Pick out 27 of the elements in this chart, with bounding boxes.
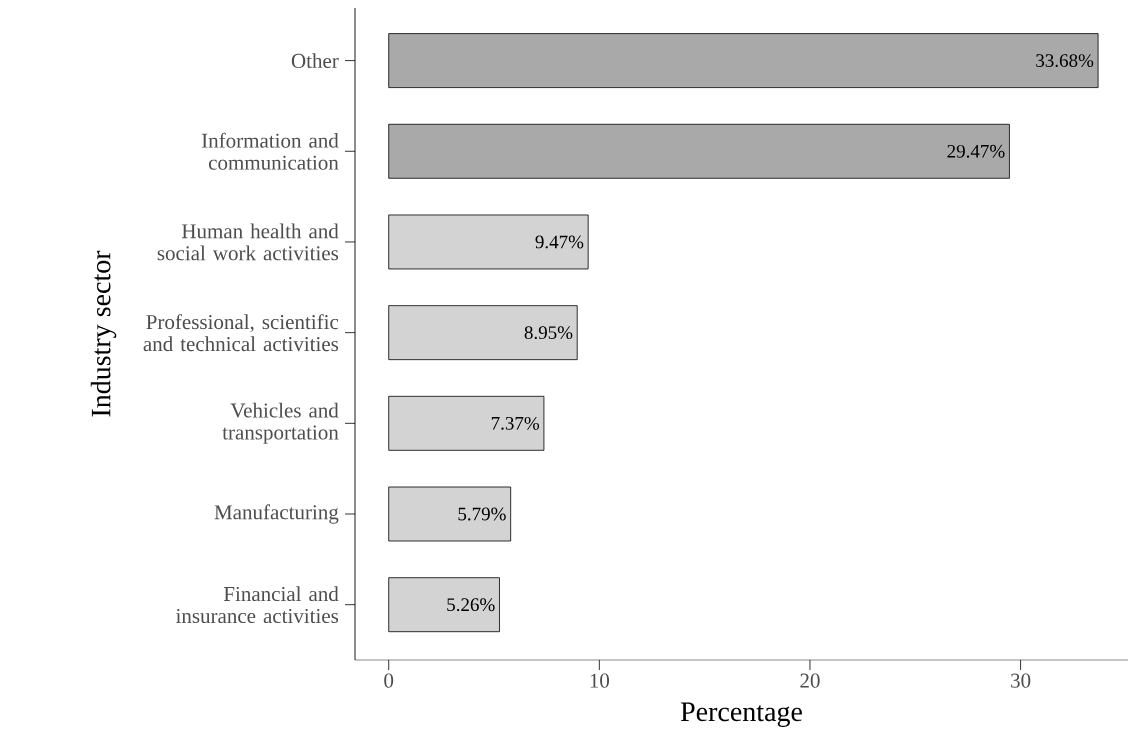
- data-label: 9.47%: [535, 235, 584, 249]
- y-tick-label: Financial and insurance activities: [175, 586, 339, 624]
- x-tick-label: 20: [800, 673, 820, 688]
- x-tick-label: 30: [1011, 673, 1031, 688]
- data-label: 33.68%: [1036, 54, 1094, 68]
- x-tick-label: 0: [384, 673, 394, 688]
- data-label: 7.37%: [491, 416, 540, 430]
- y-tick-label: Other: [291, 53, 339, 68]
- data-label: 8.95%: [524, 326, 573, 340]
- bar: [388, 486, 512, 542]
- y-tick-label: Professional, scientific and technical activities: [143, 314, 339, 352]
- y-tick-label: Human health and social work activities: [157, 223, 339, 261]
- x-axis-title: Percentage: [680, 702, 802, 727]
- y-tick-label: Information and communication: [201, 132, 339, 170]
- bar: [388, 214, 589, 270]
- bar: [388, 123, 1010, 179]
- bar: [388, 577, 500, 633]
- data-label: 29.47%: [947, 144, 1005, 158]
- data-label: 5.79%: [458, 507, 506, 521]
- x-tick-label: 10: [590, 673, 610, 688]
- y-tick-label: Vehicles and transportation: [222, 402, 339, 444]
- bar: [388, 395, 545, 451]
- bar: [388, 305, 578, 361]
- y-tick-label: Manufacturing: [214, 504, 339, 524]
- data-label: 5.26%: [447, 598, 495, 612]
- y-axis-title: Industry sector: [90, 250, 117, 417]
- bar: [388, 33, 1099, 88]
